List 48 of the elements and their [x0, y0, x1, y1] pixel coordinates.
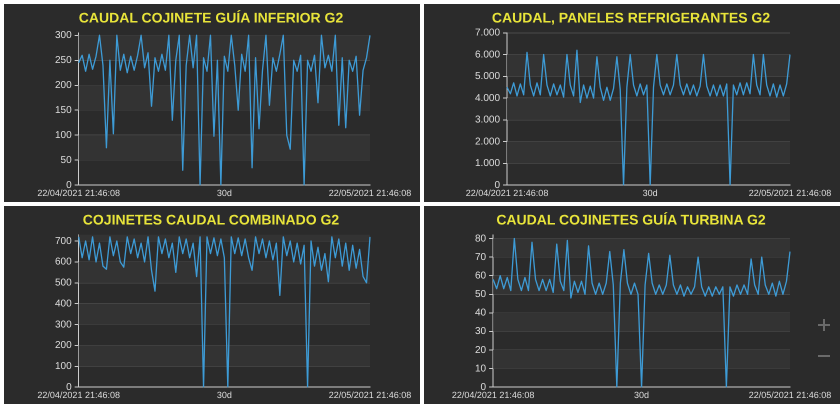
x-tick-label: 22/05/2021 21:46:08: [328, 390, 412, 400]
y-tick-label: 80: [475, 233, 487, 244]
y-tick-label: 5.000: [474, 71, 500, 82]
x-tick-label: 22/04/2021 21:46:08: [466, 188, 548, 198]
chart-title: CAUDAL, PANELES REFRIGERANTES G2: [492, 9, 770, 26]
y-tick-label: 250: [54, 55, 72, 66]
y-tick-label: 0: [66, 180, 72, 191]
y-tick-label: 200: [54, 80, 72, 92]
x-tick-label: 30d: [216, 390, 232, 400]
y-tick-label: 30: [475, 326, 487, 338]
x-tick-label: 22/05/2021 21:46:08: [328, 188, 412, 198]
y-tick-label: 0: [66, 382, 72, 393]
y-tick-label: 150: [54, 105, 72, 116]
y-tick-label: 7.000: [474, 28, 500, 39]
y-tick-label: 2.000: [474, 136, 500, 148]
y-tick-label: 100: [54, 130, 72, 141]
y-tick-label: 0: [480, 382, 487, 393]
y-tick-label: 600: [54, 256, 72, 268]
y-tick-label: 3.000: [474, 114, 500, 126]
x-tick-label: 22/04/2021 21:46:08: [452, 390, 534, 400]
y-tick-label: 1.000: [474, 158, 500, 170]
y-tick-label: 50: [60, 154, 72, 166]
y-tick-label: 40: [475, 308, 487, 319]
y-tick-label: 700: [54, 236, 72, 247]
x-tick-label: 30d: [634, 390, 650, 400]
y-tick-label: 50: [475, 289, 487, 300]
y-tick-label: 400: [54, 298, 72, 310]
chart-title: CAUDAL COJINETES GUÍA TURBINA G2: [496, 211, 766, 228]
y-tick-label: 6.000: [474, 49, 500, 60]
y-tick-label: 4.000: [474, 92, 500, 104]
x-tick-label: 30d: [216, 188, 232, 198]
x-tick-label: 30d: [642, 188, 658, 198]
chart-title: COJINETES CAUDAL COMBINADO G2: [82, 211, 340, 228]
y-tick-label: 200: [54, 340, 72, 352]
chart-title: CAUDAL COJINETE GUÍA INFERIOR G2: [78, 9, 344, 26]
y-tick-label: 0: [494, 180, 500, 191]
x-tick-label: 22/05/2021 21:46:08: [748, 390, 832, 400]
y-tick-label: 300: [54, 30, 72, 42]
y-tick-label: 60: [475, 270, 487, 282]
y-tick-label: 10: [475, 363, 487, 374]
y-tick-label: 500: [54, 278, 72, 289]
y-tick-label: 70: [475, 252, 487, 263]
y-tick-label: 300: [54, 319, 72, 330]
x-tick-label: 22/04/2021 21:46:08: [37, 188, 120, 198]
y-tick-label: 20: [475, 344, 487, 356]
y-tick-label: 100: [54, 361, 72, 372]
x-tick-label: 22/04/2021 21:46:08: [37, 390, 120, 400]
x-tick-label: 22/05/2021 21:46:08: [748, 188, 832, 198]
